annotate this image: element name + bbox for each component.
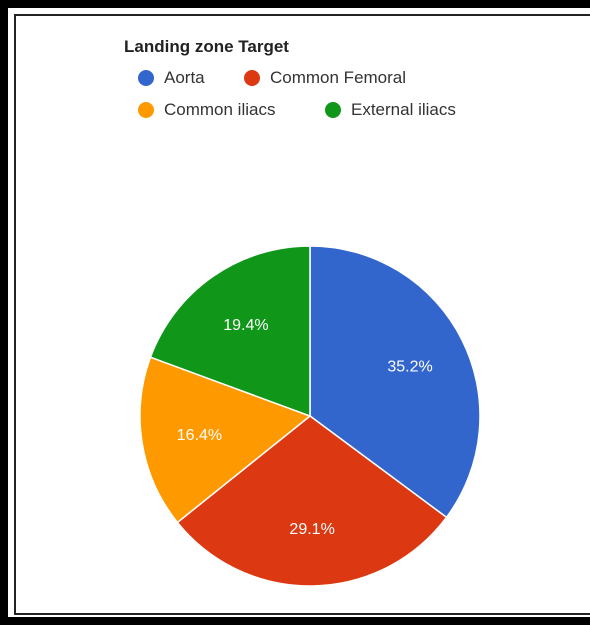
slice-label-aorta: 35.2% [387, 359, 432, 376]
legend-swatch-common-iliacs [138, 102, 154, 118]
legend-item-aorta[interactable]: Aorta [138, 68, 205, 88]
pie-slice-aorta[interactable] [309, 245, 481, 519]
legend-label-external-iliacs: External iliacs [351, 100, 456, 119]
slice-label-external-iliacs: 19.4% [223, 317, 268, 334]
slice-label-common-iliacs: 16.4% [177, 427, 222, 444]
legend-swatch-common-femoral [244, 70, 260, 86]
legend-label-common-iliacs: Common iliacs [164, 100, 276, 119]
pie-slice-external-iliacs[interactable] [149, 245, 311, 418]
legend-label-aorta: Aorta [164, 68, 205, 87]
legend-title: Landing zone Target [124, 37, 289, 56]
pie-slice-common-iliacs[interactable] [139, 356, 312, 524]
legend-label-common-femoral: Common Femoral [270, 68, 407, 87]
legend-swatch-external-iliacs [325, 102, 341, 118]
pie-slice-common-femoral[interactable] [176, 415, 448, 587]
legend-item-common-iliacs[interactable]: Common iliacs [138, 100, 275, 120]
legend-item-external-iliacs[interactable]: External iliacs [325, 100, 456, 120]
legend-item-common-femoral[interactable]: Common Femoral [244, 68, 406, 88]
slice-label-common-femoral: 29.1% [289, 521, 334, 538]
legend-swatch-aorta [138, 70, 154, 86]
